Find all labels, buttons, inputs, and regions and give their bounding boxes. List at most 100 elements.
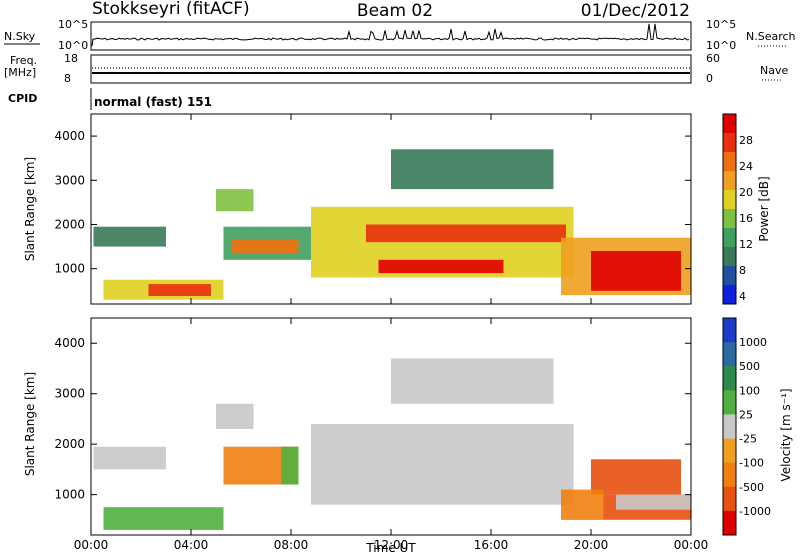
- noise-panel-frame: [90, 21, 692, 51]
- heatmap-region: [616, 494, 691, 510]
- heatmap-region: [148, 284, 211, 296]
- colorbar-swatch: [723, 190, 736, 210]
- colorbar-tick-label: 12: [739, 238, 753, 251]
- heatmap-region: [281, 446, 299, 485]
- y-tick-label: 3000: [54, 387, 85, 401]
- colorbar-swatch: [723, 366, 736, 391]
- colorbar-tick-label: 28: [739, 134, 753, 147]
- freq-panel-frame: [90, 54, 692, 84]
- freq-tick-bottom: 8: [64, 72, 71, 85]
- colorbar-tick-label: 25: [739, 408, 753, 421]
- colorbar-tick-label: 16: [739, 212, 753, 225]
- cpid-value: normal (fast) 151: [94, 95, 212, 109]
- colorbar-tick-label: -25: [739, 433, 757, 446]
- y-tick-label: 2000: [54, 437, 85, 451]
- colorbar-swatch: [723, 414, 736, 439]
- colorbar-swatch: [723, 228, 736, 248]
- nsky-tick-top: 10^5: [58, 18, 88, 31]
- freq-tick-top: 18: [64, 52, 78, 65]
- heatmap-region: [378, 259, 504, 274]
- colorbar-frame: [722, 113, 737, 305]
- x-tick-label: 00:00: [74, 538, 109, 552]
- heatmap-region: [231, 239, 299, 254]
- y-tick-label: 4000: [54, 129, 85, 143]
- velocity-y-ticks: 4000 3000 2000 1000: [54, 336, 691, 502]
- x-tick-label: 04:00: [174, 538, 209, 552]
- x-tick-label: 20:00: [574, 538, 609, 552]
- heatmap-region: [311, 424, 574, 505]
- nave-label: Nave: [760, 64, 788, 77]
- y-tick-label: 4000: [54, 336, 85, 350]
- nsearch-tick-bottom: 10^0: [706, 39, 736, 52]
- y-tick-label: 2000: [54, 217, 85, 231]
- colorbar-tick-label: 24: [739, 160, 753, 173]
- heatmap-region: [216, 189, 254, 212]
- nsky-tick-bottom: 10^0: [58, 39, 88, 52]
- colorbar-swatch: [723, 318, 736, 343]
- power-colorbar: 28 24 20 16 12 8 4: [722, 113, 753, 305]
- colorbar-tick-label: 500: [739, 360, 760, 373]
- nave-tick-top: 60: [706, 52, 720, 65]
- nsky-label: N.Sky: [4, 30, 36, 43]
- colorbar-swatch: [723, 342, 736, 367]
- colorbar-tick-label: -1000: [739, 505, 771, 518]
- time-x-ticks: 00:00 04:00 08:00 12:00 16:00 20:00 00:00: [74, 114, 709, 552]
- colorbar-swatch: [723, 247, 736, 267]
- freq-label: Freq.: [10, 54, 37, 67]
- nave-tick-bottom: 0: [706, 72, 713, 85]
- heatmap-region: [391, 149, 554, 190]
- power-heatmap-cells: [93, 149, 691, 300]
- heatmap-region: [591, 251, 681, 291]
- colorbar-tick-label: 20: [739, 186, 753, 199]
- x-tick-label: 00:00: [674, 538, 709, 552]
- y-tick-label: 1000: [54, 488, 85, 502]
- y-tick-label: 3000: [54, 173, 85, 187]
- power-colorbar-label: Power [dB]: [757, 176, 771, 241]
- colorbar-tick-label: 100: [739, 384, 760, 397]
- colorbar-tick-label: 1000: [739, 336, 767, 349]
- colorbar-swatch: [723, 133, 736, 153]
- colorbar-swatch: [723, 462, 736, 488]
- colorbar-swatch: [723, 209, 736, 229]
- colorbar-tick-label: -500: [739, 481, 764, 494]
- cpid-label: CPID: [8, 92, 37, 105]
- velocity-heatmap-cells: [93, 358, 691, 530]
- heatmap-region: [93, 226, 166, 247]
- time-xlabel: Time UT: [365, 541, 416, 554]
- colorbar-tick-label: 4: [739, 290, 746, 303]
- heatmap-region: [366, 224, 566, 243]
- heatmap-region: [591, 459, 681, 495]
- x-tick-label: 12:00: [374, 538, 409, 552]
- power-y-ticks: 4000 3000 2000 1000: [54, 129, 691, 276]
- heatmap-region: [103, 507, 224, 530]
- colorbar-swatch: [723, 171, 736, 191]
- x-tick-label: 16:00: [474, 538, 509, 552]
- colorbar-swatch: [723, 285, 736, 305]
- heatmap-region: [216, 403, 254, 429]
- beam-title: Beam 02: [357, 1, 433, 21]
- colorbar-frame: [722, 317, 737, 536]
- colorbar-swatch: [723, 266, 736, 286]
- power-ylabel: Slant Range [km]: [23, 157, 37, 261]
- noise-trace: [91, 23, 690, 47]
- heatmap-region: [561, 489, 604, 520]
- date-title: 01/Dec/2012: [581, 1, 690, 21]
- heatmap-region: [391, 358, 554, 404]
- x-tick-label: 08:00: [274, 538, 309, 552]
- colorbar-tick-label: -100: [739, 457, 764, 470]
- velocity-colorbar-label: Velocity [m s⁻¹]: [779, 388, 793, 481]
- nsearch-tick-top: 10^5: [706, 18, 736, 31]
- colorbar-tick-label: 8: [739, 264, 746, 277]
- colorbar-swatch: [723, 486, 736, 512]
- freq-unit: [MHz]: [4, 66, 36, 79]
- nsearch-label: N.Search: [746, 30, 796, 43]
- colorbar-swatch: [723, 114, 736, 134]
- colorbar-swatch: [723, 438, 736, 464]
- colorbar-swatch: [723, 390, 736, 415]
- colorbar-swatch: [723, 152, 736, 172]
- colorbar-swatch: [723, 510, 736, 536]
- velocity-colorbar: 1000 500 100 25 -25 -100 -500 -1000: [722, 317, 771, 536]
- heatmap-region: [93, 446, 166, 470]
- y-tick-label: 1000: [54, 262, 85, 276]
